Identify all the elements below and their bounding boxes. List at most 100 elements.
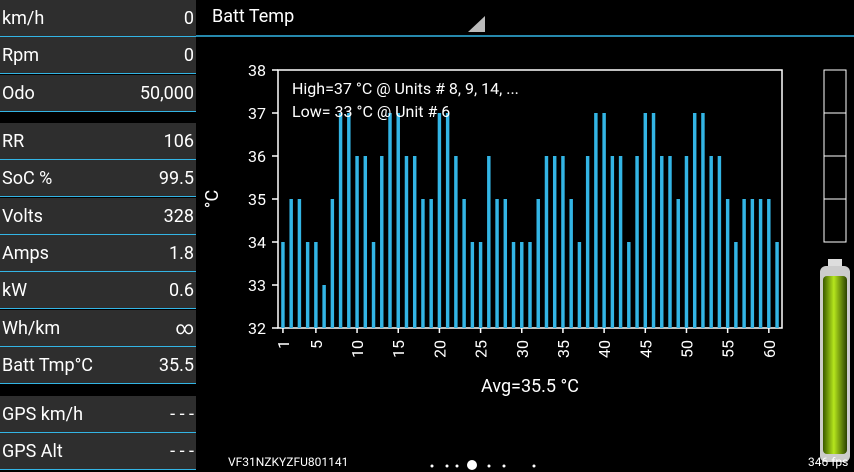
gauge-row: Rpm 0 <box>0 37 196 75</box>
view-selector[interactable]: Batt Temp <box>212 6 294 27</box>
battery-cap <box>828 259 842 267</box>
bar <box>668 156 672 328</box>
x-tick-label: 45 <box>636 340 655 358</box>
gauge-row: RR 106 <box>0 123 196 160</box>
gauge-value: - - - <box>170 404 194 425</box>
gauge-label: kW <box>2 280 28 302</box>
gauge-row: Amps 1.8 <box>0 234 196 272</box>
gauge-label: km/h <box>2 8 45 29</box>
bar <box>289 199 293 328</box>
bar <box>338 113 343 328</box>
gauge-label: Wh/km <box>2 317 61 339</box>
gauge-label: Amps <box>2 242 49 264</box>
meter <box>823 69 847 243</box>
bar <box>330 199 335 328</box>
bar <box>643 113 648 328</box>
fps: 346 fps <box>808 455 848 469</box>
page-dot[interactable] <box>430 464 434 468</box>
bar <box>412 156 417 328</box>
bar <box>511 242 516 328</box>
gauge-value: 35.5 <box>158 354 194 376</box>
bar <box>305 242 310 328</box>
bar <box>758 199 763 328</box>
bar <box>528 242 532 328</box>
bar <box>717 156 722 328</box>
page-dot[interactable] <box>532 464 536 468</box>
bar <box>470 242 475 328</box>
bar <box>775 242 779 328</box>
gauge-value: 0 <box>183 45 194 67</box>
bar <box>692 113 697 328</box>
bar <box>454 156 458 328</box>
gauge-value: 99.5 <box>158 168 194 190</box>
bar <box>314 242 318 328</box>
bar <box>487 156 491 328</box>
battery-icon <box>820 259 850 462</box>
gauge-row: Odo 50,000 <box>0 74 196 112</box>
annotation: Low= 33 °C @ Unit # 6 <box>292 102 450 121</box>
x-tick-label: 60 <box>760 340 779 358</box>
bar <box>577 242 582 328</box>
bar <box>742 199 746 328</box>
bar <box>380 156 384 328</box>
page-dot[interactable] <box>487 464 491 468</box>
bar <box>297 199 302 328</box>
bar <box>544 156 549 328</box>
annotation: High=37 °C @ Units # 8, 9, 14, ... <box>292 79 519 98</box>
gauge-value: 0.6 <box>169 280 194 302</box>
x-tick-label: 5 <box>307 340 326 349</box>
gauge-row: Volts 328 <box>0 197 196 235</box>
gauge-row: Batt Tmp°C 35.5 <box>0 346 196 384</box>
bar <box>437 113 442 328</box>
bar <box>445 113 450 328</box>
page-dot-active[interactable] <box>467 460 477 470</box>
bar <box>355 156 359 328</box>
gauge-row: km/h 0 <box>0 0 196 37</box>
bar <box>561 156 565 328</box>
bar <box>429 199 433 328</box>
gauge-row: SoC % 99.5 <box>0 160 196 198</box>
bar <box>602 113 606 328</box>
x-tick-label: 55 <box>719 340 738 358</box>
gauge-value: 50,000 <box>139 82 194 104</box>
gauge-label: RR <box>2 131 25 152</box>
bar <box>536 199 540 328</box>
page-dot[interactable] <box>502 464 506 468</box>
bar <box>322 285 326 328</box>
x-tick-label: 10 <box>348 340 367 358</box>
gauge-value: 328 <box>163 205 194 227</box>
x-axis-label: Avg=35.5 °C <box>481 376 579 397</box>
spinner-arrow <box>468 16 485 32</box>
bar <box>734 242 738 328</box>
bar <box>585 156 590 328</box>
bar <box>676 199 680 328</box>
battery-level <box>823 276 847 454</box>
bar <box>651 113 656 328</box>
gauge-value: 1.8 <box>169 242 194 264</box>
gauge-row: Wh/km ∞ <box>0 309 196 347</box>
y-tick-label: 32 <box>248 319 266 338</box>
gauge-row: GPS km/h - - - <box>0 396 196 433</box>
bar <box>371 242 376 328</box>
y-tick-label: 33 <box>248 276 266 295</box>
bar <box>495 199 499 328</box>
bar <box>552 156 557 328</box>
bar <box>701 113 705 328</box>
bar <box>725 199 730 328</box>
x-tick-label: 20 <box>430 340 449 358</box>
page-dot[interactable] <box>445 464 449 468</box>
gauge-value: 106 <box>163 131 194 152</box>
gauge-value: 0 <box>183 8 194 29</box>
gauge-row: kW 0.6 <box>0 272 196 310</box>
x-tick-label: 1 <box>274 340 293 349</box>
bar <box>767 199 771 328</box>
bar <box>396 113 400 328</box>
gauge-label: Volts <box>2 205 43 227</box>
gauge-label: SoC % <box>2 168 53 190</box>
page-dot[interactable] <box>455 464 459 468</box>
y-tick-label: 34 <box>248 233 266 252</box>
bar <box>569 199 573 328</box>
x-tick-label: 35 <box>554 340 573 358</box>
